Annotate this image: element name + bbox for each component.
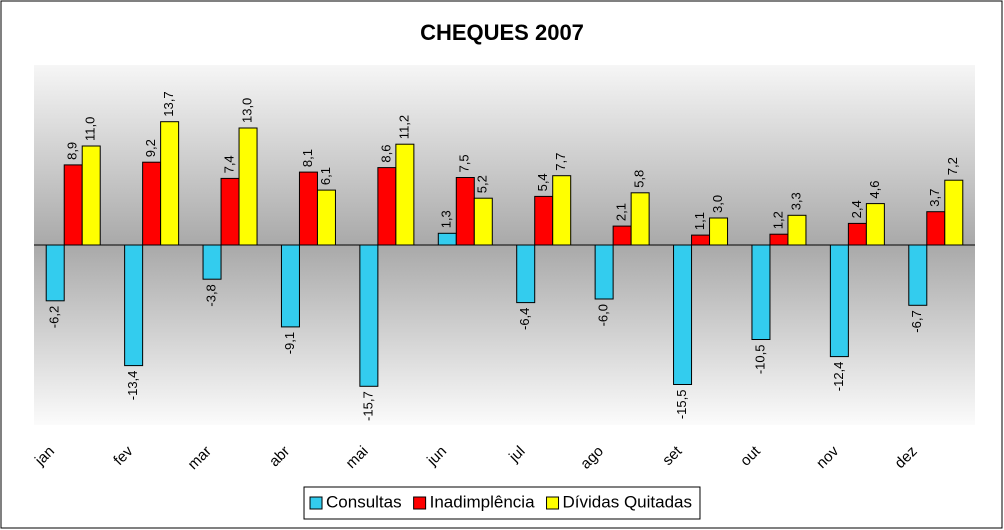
bar — [142, 161, 162, 246]
value-label: -6,2 — [47, 306, 62, 328]
bar — [926, 211, 946, 246]
value-label: 3,7 — [927, 189, 942, 207]
bar — [238, 127, 258, 246]
value-label: -9,1 — [282, 332, 297, 354]
legend-label: Consultas — [326, 492, 402, 511]
value-label: -15,7 — [360, 391, 375, 421]
bar — [516, 244, 536, 304]
bar — [769, 233, 789, 246]
bar — [829, 244, 849, 358]
value-label: 5,2 — [475, 175, 490, 193]
value-label: 3,3 — [788, 192, 803, 210]
bar — [944, 179, 964, 246]
bar — [630, 192, 650, 246]
value-label: 7,2 — [945, 157, 960, 175]
value-label: 11,0 — [83, 117, 98, 141]
bar — [202, 244, 222, 280]
bar — [865, 203, 885, 246]
value-label: 1,3 — [439, 210, 454, 228]
value-label: -15,5 — [674, 390, 689, 420]
value-label: 5,8 — [632, 170, 647, 188]
bar — [377, 167, 397, 246]
value-label: -12,4 — [831, 362, 846, 392]
bar — [594, 244, 614, 300]
value-label: 11,2 — [396, 115, 411, 139]
bar — [552, 175, 572, 246]
value-label: -3,8 — [203, 284, 218, 306]
bar — [395, 143, 415, 246]
value-label: 7,4 — [221, 155, 236, 173]
value-label: 8,6 — [378, 145, 393, 163]
value-label: -6,4 — [517, 308, 532, 330]
bar — [847, 222, 867, 246]
bar — [908, 244, 928, 306]
value-label: -6,7 — [909, 310, 924, 332]
legend: Consultas Inadimplência Dívidas Quitadas — [303, 486, 701, 520]
value-label: 1,2 — [770, 211, 785, 229]
bar — [751, 244, 771, 340]
value-label: 8,9 — [65, 142, 80, 160]
bar — [437, 232, 457, 246]
bar — [45, 244, 65, 302]
chart-title: CHEQUES 2007 — [420, 20, 584, 45]
bar — [691, 234, 711, 246]
value-label: 9,2 — [143, 139, 158, 157]
bar — [298, 171, 318, 246]
legend-box — [303, 486, 701, 520]
value-label: 2,4 — [849, 200, 864, 218]
value-label: 3,0 — [710, 195, 725, 213]
bar — [673, 244, 693, 385]
value-label: 13,7 — [161, 91, 176, 116]
value-label: 5,4 — [535, 173, 550, 191]
bar — [81, 145, 101, 246]
value-label: 7,7 — [553, 153, 568, 171]
bar — [124, 244, 144, 367]
bar — [280, 244, 300, 328]
bar — [612, 225, 632, 246]
bar — [160, 121, 180, 246]
value-label: 1,1 — [692, 212, 707, 230]
bar — [534, 195, 554, 246]
bar — [709, 217, 729, 246]
bar — [220, 177, 240, 246]
value-label: 4,6 — [867, 181, 882, 199]
bar — [787, 214, 807, 246]
legend-label: Dívidas Quitadas — [563, 492, 692, 511]
value-label: 7,5 — [457, 154, 472, 172]
value-label: 8,1 — [300, 149, 315, 167]
bar — [63, 164, 83, 246]
value-label: 2,1 — [614, 203, 629, 221]
bar — [316, 189, 336, 246]
value-label: 13,0 — [239, 98, 254, 123]
legend-swatch — [309, 496, 323, 510]
bar — [455, 177, 475, 246]
bar — [473, 197, 493, 246]
bar — [359, 244, 379, 387]
value-label: -6,0 — [596, 304, 611, 326]
legend-label: Inadimplência — [430, 492, 535, 511]
legend-swatch — [546, 496, 560, 510]
legend-swatch — [413, 496, 427, 510]
value-label: 6,1 — [318, 167, 333, 185]
value-label: -13,4 — [125, 371, 140, 401]
value-label: -10,5 — [752, 345, 767, 375]
